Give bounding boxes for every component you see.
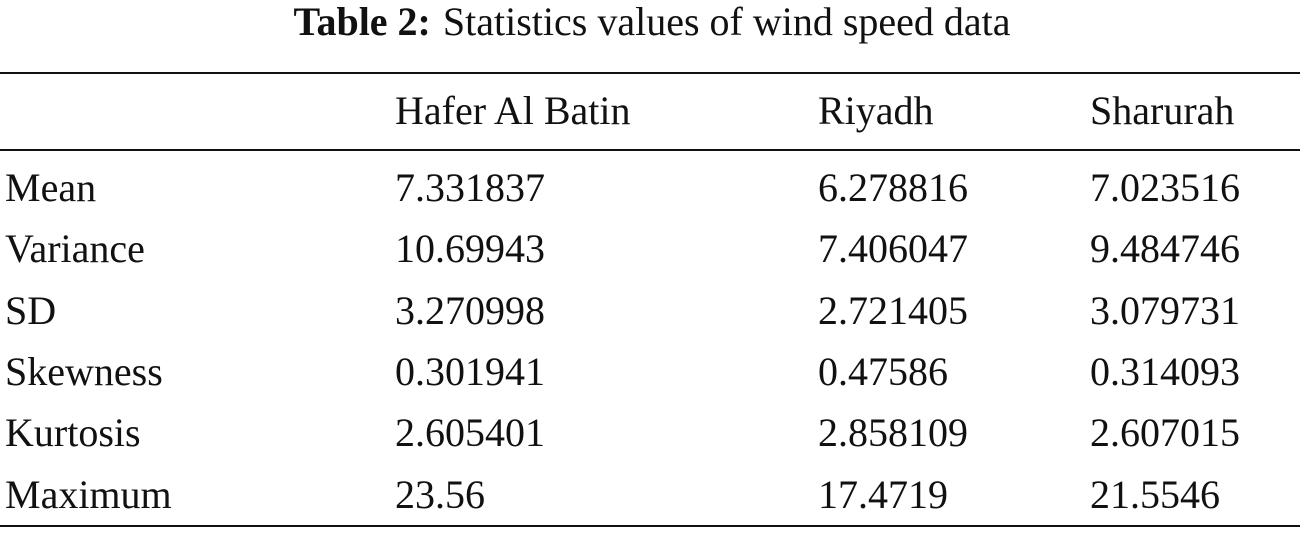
caption-text: Statistics values of wind speed data xyxy=(442,0,1011,44)
cell: 0.314093 xyxy=(1090,348,1240,394)
cell: 2.605401 xyxy=(395,410,545,456)
cell: 2.858109 xyxy=(818,410,968,456)
cell: 0.301941 xyxy=(395,348,545,394)
cell: 9.484746 xyxy=(1090,226,1240,272)
cell: 3.270998 xyxy=(395,287,545,333)
cell: 2.607015 xyxy=(1090,410,1240,456)
cell: 7.406047 xyxy=(818,226,968,272)
table-caption: Table 2: Statistics values of wind speed … xyxy=(0,2,1304,42)
row-label: Variance xyxy=(5,226,145,272)
cell: 21.5546 xyxy=(1090,471,1220,517)
column-header: Sharurah xyxy=(1090,88,1235,133)
bottom-rule xyxy=(0,525,1300,527)
row-label: Skewness xyxy=(5,348,163,394)
row-label: Mean xyxy=(5,165,97,210)
row-label: Maximum xyxy=(5,471,172,517)
cell: 23.56 xyxy=(395,471,485,517)
cell: 6.278816 xyxy=(818,165,968,210)
caption-label: Table 2: xyxy=(293,0,431,44)
mid-rule xyxy=(0,149,1300,151)
top-rule xyxy=(0,72,1300,74)
cell: 10.69943 xyxy=(395,226,545,272)
column-header: Hafer Al Batin xyxy=(395,88,631,133)
cell: 2.721405 xyxy=(818,287,968,333)
cell: 0.47586 xyxy=(818,348,948,394)
cell: 17.4719 xyxy=(818,471,948,517)
cell: 3.079731 xyxy=(1090,287,1240,333)
cell: 7.023516 xyxy=(1090,165,1240,210)
cell: 7.331837 xyxy=(395,165,545,210)
row-label: Kurtosis xyxy=(5,410,141,456)
column-header: Riyadh xyxy=(818,88,934,133)
row-label: SD xyxy=(5,287,57,333)
